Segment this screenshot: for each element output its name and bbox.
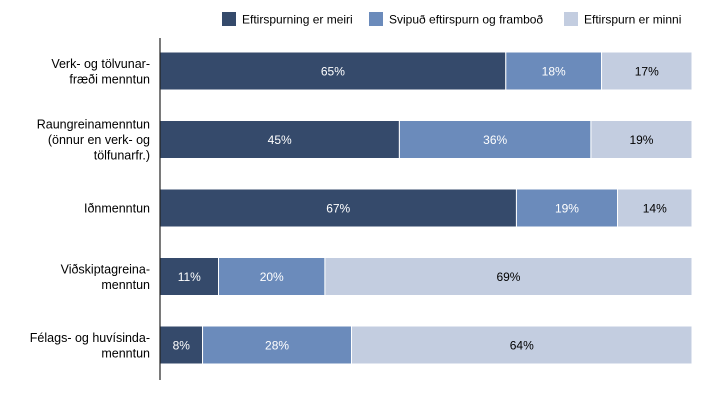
data-label: 18%: [542, 65, 566, 79]
legend-label: Eftirspurn er minni: [584, 13, 681, 27]
bar-segment: [159, 188, 517, 228]
category-label: Verk- og tölvunar-fræði menntun: [51, 57, 150, 87]
data-label: 64%: [510, 339, 534, 353]
bar-segment: [601, 51, 693, 91]
legend-label: Svipuð eftirspurn og framboð: [389, 13, 543, 27]
data-label: 19%: [629, 133, 653, 147]
data-label: 19%: [555, 202, 579, 216]
bar-segment: [505, 51, 603, 91]
y-tick-labels: Verk- og tölvunar-fræði menntun Raungrein…: [30, 57, 150, 361]
bar-segment: [398, 120, 592, 159]
bar-segment: [515, 188, 619, 228]
data-label: 65%: [321, 65, 345, 79]
data-label: 17%: [635, 65, 659, 79]
legend-swatch: [369, 12, 383, 26]
category-label: Iðnmenntun: [84, 202, 150, 216]
bar-segment: [590, 120, 693, 159]
data-label: 8%: [173, 339, 191, 353]
data-label: 11%: [178, 270, 201, 284]
bar-segment: [159, 325, 204, 365]
data-label: 20%: [260, 270, 284, 284]
legend-label: Eftirspurning er meiri: [242, 13, 353, 27]
category-label: Raungreinamenntun (önnur en verk- og tölfu…: [37, 118, 150, 163]
data-label: 67%: [326, 202, 350, 216]
legend: Eftirspurning er meiri Svipuð eftirspurn …: [222, 12, 681, 27]
data-label: 45%: [268, 133, 292, 147]
category-label: Viðskiptagreina-menntun: [61, 262, 150, 292]
bar-segment: [324, 257, 693, 296]
legend-swatch: [564, 12, 578, 26]
data-label: 14%: [643, 202, 667, 216]
bar-segment: [202, 325, 353, 365]
bar-segment: [351, 325, 693, 365]
bar-segment: [159, 257, 220, 296]
data-label: 69%: [496, 270, 520, 284]
bar-segment: [159, 120, 400, 159]
bar-segment: [617, 188, 693, 228]
data-label: 36%: [483, 133, 507, 147]
category-label: Félags- og huvísinda-menntun: [30, 331, 150, 361]
data-label: 28%: [265, 339, 289, 353]
bar-segment: [159, 51, 507, 91]
bars: 65% 18% 17% 45% 36% 19% 67% 19% 14% 11% 20% 69% 8% 28…: [159, 51, 693, 365]
legend-swatch: [222, 12, 236, 26]
